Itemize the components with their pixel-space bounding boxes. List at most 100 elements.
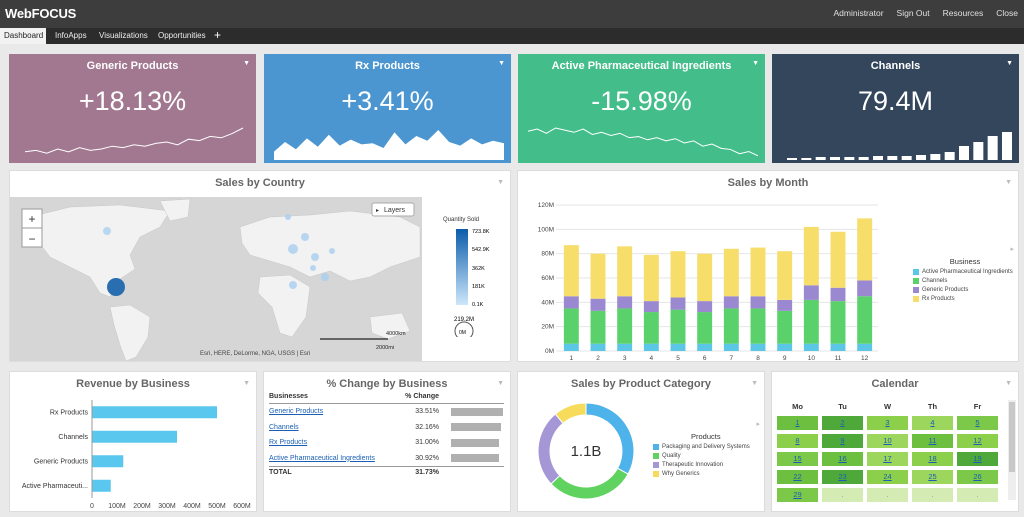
calendar-day[interactable]: . [867,488,908,502]
calendar-scrollbar[interactable] [1008,400,1016,500]
kpi-value: +3.41% [341,86,434,116]
chevron-down-icon[interactable]: ▼ [1005,380,1012,387]
chevron-down-icon[interactable]: ▼ [751,380,758,387]
revenue-chart[interactable]: Rx Products Channels Generic Products Activ… [10,394,256,512]
calendar-day[interactable]: 1 [777,416,818,430]
legend-item[interactable]: Rx Products [913,296,1017,302]
calendar-day[interactable]: . [822,488,863,502]
close-link[interactable]: Close [996,8,1018,18]
calendar-day[interactable]: 3 [867,416,908,430]
channels-bar [844,157,855,160]
chevron-down-icon[interactable]: ▼ [498,60,505,67]
calendar-day[interactable]: . [912,488,953,502]
chevron-down-icon[interactable]: ▼ [243,380,250,387]
y-tick-label: 40M [541,299,554,306]
bar-segment [777,299,793,311]
tab-dashboard[interactable]: Dashboard [0,28,46,44]
calendar-day[interactable]: 11 [912,434,953,448]
x-tick-label: 2 [596,355,600,362]
calendar-day[interactable]: 29 [777,488,818,502]
legend-item[interactable]: Active Pharmaceutical Ingredients [913,269,1017,275]
panel-title: Sales by Country [215,177,305,189]
calendar-day[interactable]: 22 [777,470,818,484]
chevron-down-icon[interactable]: ▼ [497,179,504,186]
administrator-link[interactable]: Administrator [833,8,884,18]
caret-right-icon[interactable]: ▸ [756,421,760,428]
chevron-down-icon[interactable]: ▼ [243,60,250,67]
sales-by-month-panel: Sales by Month ▼ 0M 20M 40M 60M 80M 100M 120M 1… [517,170,1019,362]
generic-products-sparkline [24,127,244,154]
top-bar: WebFOCUS Administrator Sign Out Resource… [0,0,1024,28]
donut-slice [554,402,587,424]
resources-link[interactable]: Resources [942,8,984,18]
kpi-rx-products[interactable]: Rx Products +3.41% ▼ [264,54,511,163]
caret-right-icon[interactable]: ▸ [1010,246,1014,253]
layers-button[interactable]: Layers [384,207,406,214]
channels-sparkbars [787,132,1012,160]
calendar-day[interactable]: . [957,488,998,502]
kpi-active-pharmaceutical[interactable]: Active Pharmaceutical Ingredients -15.98… [518,54,765,163]
chevron-down-icon[interactable]: ▼ [497,380,504,387]
calendar-day[interactable]: 23 [822,470,863,484]
kpi-generic-products[interactable]: Generic Products +18.13% ▼ [9,54,256,163]
bar-segment [697,253,713,302]
calendar-day[interactable]: 24 [867,470,908,484]
business-link[interactable]: Channels [269,423,299,431]
tab-opportunities[interactable]: Opportunities [158,31,206,40]
sparkline-line [527,127,759,157]
calendar-day[interactable]: 4 [912,416,953,430]
bar-segment [697,312,713,344]
calendar-day[interactable]: 10 [867,434,908,448]
calendar-day[interactable]: 12 [957,434,998,448]
bar-segment [697,301,713,313]
chevron-down-icon[interactable]: ▼ [1006,60,1013,67]
tab-visualizations[interactable]: Visualizations [99,31,148,40]
legend-item[interactable]: Channels [913,278,1017,284]
calendar-day[interactable]: 26 [957,470,998,484]
channels-bar [887,156,898,160]
calendar-day[interactable]: 15 [777,452,818,466]
bar-segment [857,218,873,281]
day-header: Tu [838,402,847,411]
calendar-day[interactable]: 9 [822,434,863,448]
chevron-down-icon[interactable]: ▼ [1005,179,1012,186]
legend-item[interactable]: Why Generics [653,471,765,477]
kpi-title: Active Pharmaceutical Ingredients [551,60,732,72]
legend-tick: 181K [472,284,485,290]
zoom-in-button[interactable]: + [28,212,35,226]
chevron-down-icon[interactable]: ▼ [752,60,759,67]
channels-bar [901,156,912,160]
x-tick-label: 200M [133,503,151,510]
calendar-day[interactable]: 19 [957,452,998,466]
calendar-day[interactable]: 2 [822,416,863,430]
world-map[interactable]: + − Layers ▸ 4000km 2000mi Esri, HERE, D… [10,197,422,361]
bar-segment [857,296,873,344]
calendar-day[interactable]: 17 [867,452,908,466]
calendar-day[interactable]: 5 [957,416,998,430]
calendar-day[interactable]: 16 [822,452,863,466]
sign-out-link[interactable]: Sign Out [896,8,930,18]
webfocus-logo: WebFOCUS [5,6,77,21]
legend-item[interactable]: Therapeutic Innovation [653,462,765,468]
channels-bar [987,136,998,160]
kpi-channels[interactable]: Channels 79.4M ▼ [772,54,1019,163]
calendar-day[interactable]: 18 [912,452,953,466]
legend-item[interactable]: Packaging and Delivery Systems [653,444,765,450]
calendar-day[interactable]: 8 [777,434,818,448]
calendar-day[interactable]: 25 [912,470,953,484]
donut-slice [537,413,564,485]
plus-icon[interactable]: + [214,28,222,42]
zoom-out-button[interactable]: − [28,232,35,246]
business-link[interactable]: Active Pharmaceutical Ingredients [269,454,375,462]
bar-segment [830,231,846,288]
map-attribution: Esri, HERE, DeLorme, NGA, USGS | Esri [200,351,310,357]
legend-item[interactable]: Quality [653,453,765,459]
x-tick-label: 0 [90,503,94,510]
business-link[interactable]: Generic Products [269,408,324,416]
category-donut-chart[interactable]: 1.1B [526,396,646,506]
legend-item[interactable]: Generic Products [913,287,1017,293]
bar-segment [617,343,633,351]
tab-infoapps[interactable]: InfoApps [55,31,87,40]
business-link[interactable]: Rx Products [269,439,308,447]
